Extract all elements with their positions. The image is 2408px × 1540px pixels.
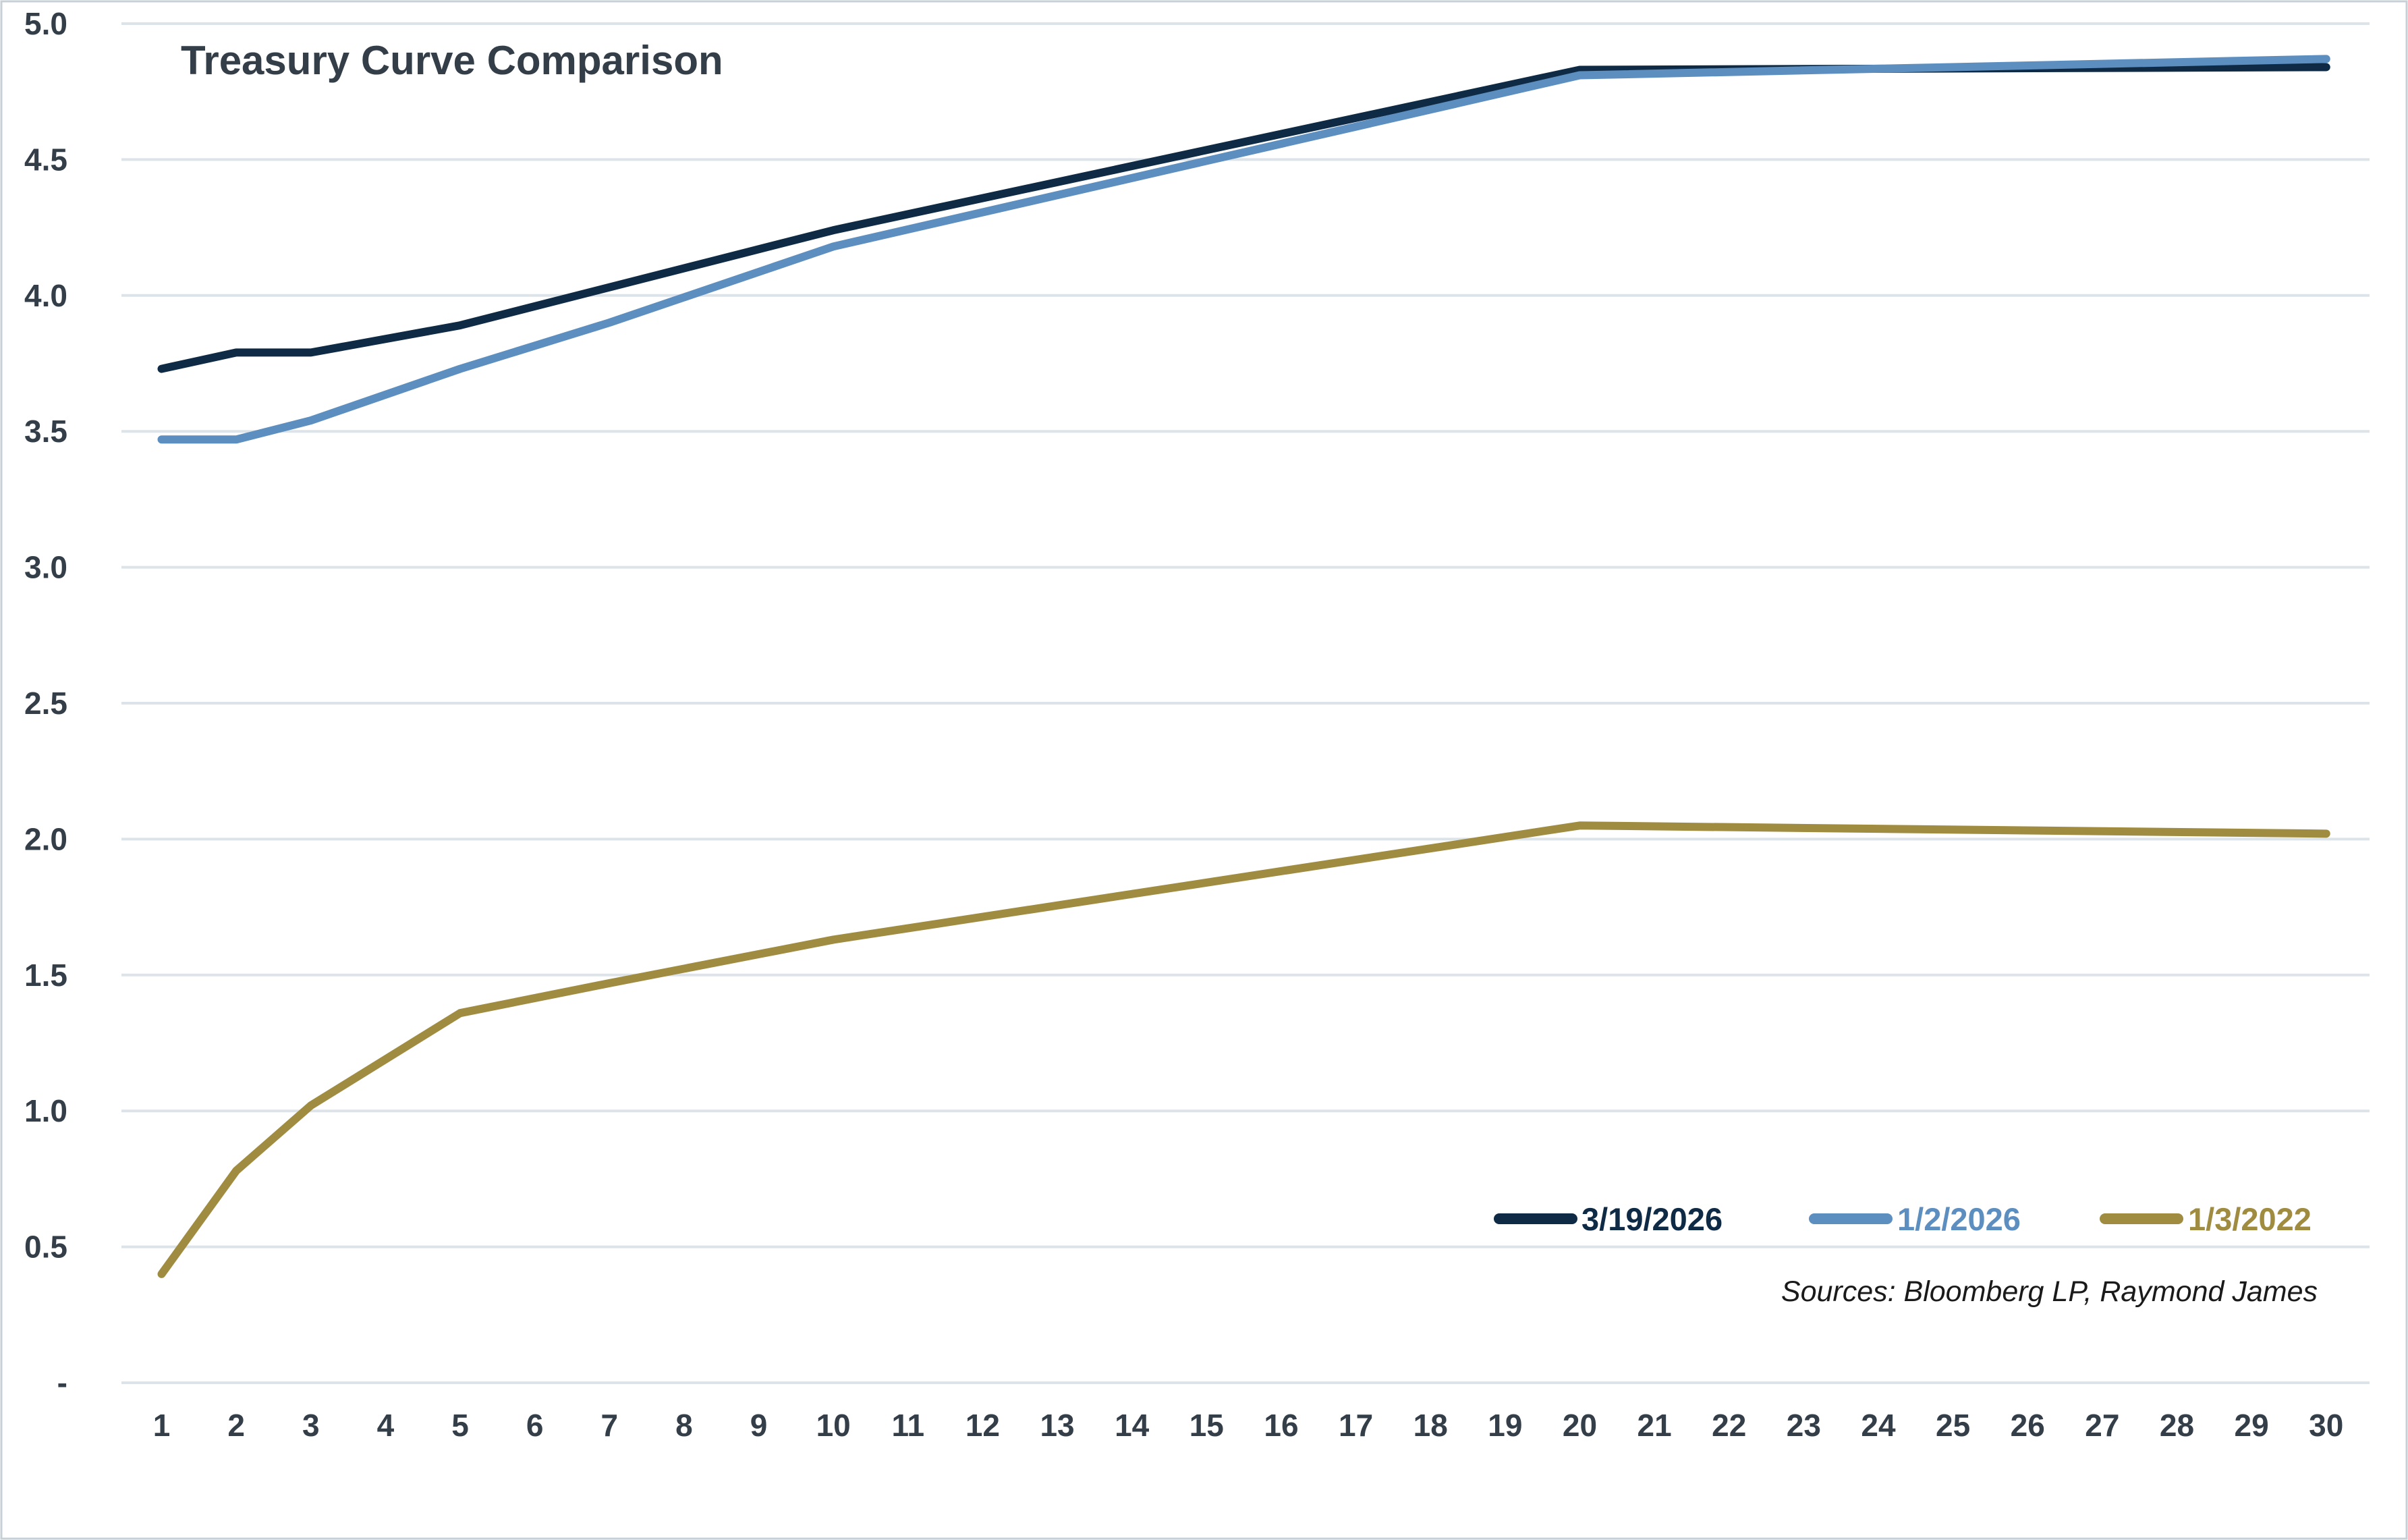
x-tick-label-11: 11 [891,1408,924,1443]
x-tick-label-2: 2 [227,1408,245,1443]
legend-label-series-2: 1/2/2026 [1897,1201,2021,1237]
y-tick-label-2.0: 2.0 [24,821,67,856]
y-tick-label--: - [57,1365,67,1400]
chart-title: Treasury Curve Comparison [181,38,723,83]
x-tick-label-29: 29 [2235,1408,2269,1443]
x-tick-label-28: 28 [2160,1408,2194,1443]
x-axis-tick-labels: 1 2 3 4 5 6 7 8 9 10 11 12 13 14 15 16 17 18 19 20 21 22 23 24 2… [153,1408,2344,1443]
x-tick-label-24: 24 [1861,1408,1896,1443]
y-tick-label-5.0: 5.0 [24,6,67,41]
y-tick-label-1.0: 1.0 [24,1093,67,1128]
x-tick-label-22: 22 [1712,1408,1746,1443]
y-tick-label-0.5: 0.5 [24,1230,67,1265]
x-tick-label-10: 10 [816,1408,851,1443]
x-tick-label-6: 6 [526,1408,544,1443]
gridlines [121,22,2370,1384]
y-tick-label-2.5: 2.5 [24,686,67,721]
x-tick-label-13: 13 [1040,1408,1074,1443]
x-tick-label-5: 5 [451,1408,469,1443]
x-tick-label-17: 17 [1339,1408,1373,1443]
x-tick-label-9: 9 [750,1408,768,1443]
legend-label-series-1: 3/19/2026 [1581,1201,1723,1237]
x-tick-label-26: 26 [2011,1408,2045,1443]
y-tick-label-3.5: 3.5 [24,414,67,449]
legend-label-series-3: 1/3/2022 [2188,1201,2312,1237]
y-tick-label-1.5: 1.5 [24,958,67,993]
legend: 3/19/2026 1/2/2026 1/3/2022 [1494,1201,2312,1237]
y-axis-tick-labels: - 0.5 1.0 1.5 2.0 2.5 3.0 3.5 4.0 4.5 5.0 [24,6,67,1400]
x-tick-label-20: 20 [1563,1408,1597,1443]
x-tick-label-3: 3 [302,1408,320,1443]
x-tick-label-27: 27 [2085,1408,2119,1443]
sources-note: Sources: Bloomberg LP, Raymond James [1781,1275,2318,1308]
x-tick-label-15: 15 [1189,1408,1224,1443]
x-tick-label-25: 25 [1936,1408,1970,1443]
x-tick-label-23: 23 [1787,1408,1821,1443]
x-tick-label-19: 19 [1488,1408,1522,1443]
data-series-lines [157,55,2330,1278]
x-tick-label-18: 18 [1413,1408,1448,1443]
x-tick-label-4: 4 [377,1408,395,1443]
series-line-1/3/2022 [157,821,2330,1278]
x-tick-label-1: 1 [153,1408,171,1443]
x-tick-label-16: 16 [1264,1408,1298,1443]
series-line-3/19/2026 [157,63,2330,373]
x-tick-label-30: 30 [2309,1408,2343,1443]
y-tick-label-3.0: 3.0 [24,550,67,585]
y-tick-label-4.5: 4.5 [24,142,67,177]
x-tick-label-7: 7 [600,1408,618,1443]
x-tick-label-21: 21 [1637,1408,1672,1443]
x-tick-label-14: 14 [1115,1408,1150,1443]
y-tick-label-4.0: 4.0 [24,278,67,313]
x-tick-label-12: 12 [965,1408,1000,1443]
series-line-1/2/2026 [157,55,2330,444]
x-tick-label-8: 8 [675,1408,693,1443]
